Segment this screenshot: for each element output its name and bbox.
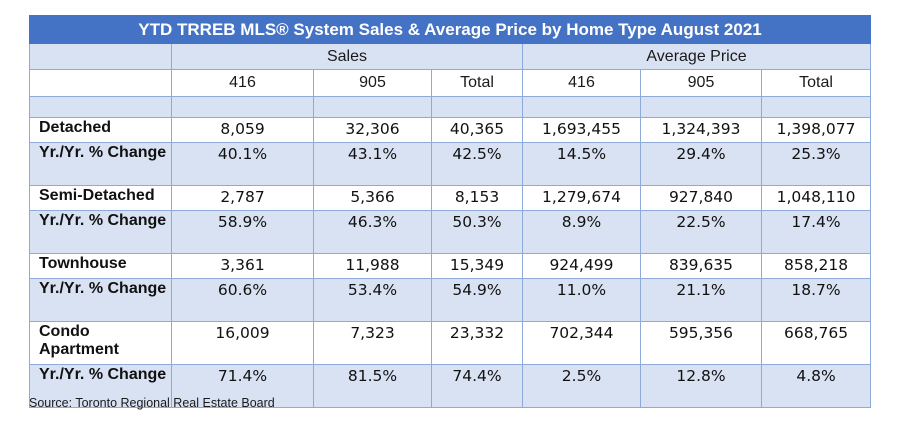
table-cell: 23,332 xyxy=(431,321,523,365)
table-cell: 4.8% xyxy=(760,364,872,408)
table-cell: 58.9% xyxy=(171,210,314,254)
table-cell: 17.4% xyxy=(760,210,872,254)
table-cell: 29.4% xyxy=(640,142,762,186)
table-title: YTD TRREB MLS® System Sales & Average Pr… xyxy=(28,15,872,44)
table-row: Detached 8,059 32,306 40,365 1,693,455 1,324,… xyxy=(29,117,872,143)
table-cell: 1,398,077 xyxy=(760,117,872,143)
spacer-cell xyxy=(760,96,872,118)
sales-price-table-container: YTD TRREB MLS® System Sales & Average Pr… xyxy=(28,15,872,408)
table-cell: 7,323 xyxy=(313,321,432,365)
table-cell: 924,499 xyxy=(522,253,641,279)
table-cell: 1,048,110 xyxy=(760,185,872,211)
table-cell: 11.0% xyxy=(522,278,641,322)
table-cell: 22.5% xyxy=(640,210,762,254)
table-cell: 25.3% xyxy=(760,142,872,186)
table-cell: 1,693,455 xyxy=(522,117,641,143)
spacer-cell xyxy=(640,96,762,118)
table-row: Yr./Yr. % Change 60.6% 53.4% 54.9% 11.0% 21.1… xyxy=(29,278,872,322)
table-cell: 595,356 xyxy=(640,321,762,365)
sales-price-table: YTD TRREB MLS® System Sales & Average Pr… xyxy=(28,15,872,408)
spacer-cell xyxy=(431,96,523,118)
row-label: Yr./Yr. % Change xyxy=(29,278,172,322)
group-header-average-price: Average Price xyxy=(521,43,872,70)
table-cell: 54.9% xyxy=(431,278,523,322)
row-label: Semi-Detached xyxy=(29,185,172,211)
table-row: Yr./Yr. % Change 40.1% 43.1% 42.5% 14.5% 29.4… xyxy=(29,142,872,186)
table-cell: 40.1% xyxy=(171,142,314,186)
table-row: Yr./Yr. % Change 58.9% 46.3% 50.3% 8.9% 22.5%… xyxy=(29,210,872,254)
table-cell: 927,840 xyxy=(640,185,762,211)
group-header-sales: Sales xyxy=(171,43,523,70)
table-cell: 43.1% xyxy=(313,142,432,186)
sub-header-blank xyxy=(29,69,172,97)
table-cell: 46.3% xyxy=(313,210,432,254)
spacer-cell xyxy=(313,96,432,118)
sub-header-price-416: 416 xyxy=(522,69,641,97)
table-cell: 12.8% xyxy=(640,364,762,408)
group-header-blank xyxy=(29,43,172,70)
spacer-cell xyxy=(29,96,172,118)
table-cell: 2,787 xyxy=(171,185,314,211)
table-body: Detached 8,059 32,306 40,365 1,693,455 1,324,… xyxy=(29,117,872,408)
table-row: Yr./Yr. % Change 71.4% 81.5% 74.4% 2.5% 12.8%… xyxy=(29,364,872,408)
table-cell: 81.5% xyxy=(313,364,432,408)
spacer-cell xyxy=(522,96,641,118)
table-cell: 5,366 xyxy=(313,185,432,211)
title-row: YTD TRREB MLS® System Sales & Average Pr… xyxy=(28,15,872,44)
table-cell: 11,988 xyxy=(313,253,432,279)
table-cell: 2.5% xyxy=(522,364,641,408)
row-label: Yr./Yr. % Change xyxy=(29,142,172,186)
table-cell: 15,349 xyxy=(431,253,523,279)
row-label: Detached xyxy=(29,117,172,143)
table-cell: 8,153 xyxy=(431,185,523,211)
row-label: Townhouse xyxy=(29,253,172,279)
sub-header-sales-total: Total xyxy=(431,69,523,97)
spacer-cell xyxy=(171,96,314,118)
row-label: Condo Apartment xyxy=(29,321,172,365)
sub-header-price-905: 905 xyxy=(640,69,762,97)
sub-header-sales-905: 905 xyxy=(313,69,432,97)
table-cell: 53.4% xyxy=(313,278,432,322)
table-cell: 8,059 xyxy=(171,117,314,143)
table-cell: 74.4% xyxy=(431,364,523,408)
table-cell: 3,361 xyxy=(171,253,314,279)
table-cell: 858,218 xyxy=(760,253,872,279)
table-cell: 21.1% xyxy=(640,278,762,322)
row-label: Yr./Yr. % Change xyxy=(29,364,172,408)
table-cell: 8.9% xyxy=(522,210,641,254)
table-cell: 1,279,674 xyxy=(522,185,641,211)
sub-header-row: 416 905 Total 416 905 Total xyxy=(29,69,872,97)
table-cell: 50.3% xyxy=(431,210,523,254)
table-cell: 16,009 xyxy=(171,321,314,365)
table-row: Townhouse 3,361 11,988 15,349 924,499 839,635… xyxy=(29,253,872,279)
group-header-row: Sales Average Price xyxy=(29,43,872,70)
source-note: Source: Toronto Regional Real Estate Boa… xyxy=(29,396,275,410)
row-label: Yr./Yr. % Change xyxy=(29,210,172,254)
table-cell: 42.5% xyxy=(431,142,523,186)
sub-header-price-total: Total xyxy=(760,69,872,97)
table-row: Semi-Detached 2,787 5,366 8,153 1,279,674 927… xyxy=(29,185,872,211)
table-cell: 1,324,393 xyxy=(640,117,762,143)
table-cell: 18.7% xyxy=(760,278,872,322)
table-cell: 702,344 xyxy=(522,321,641,365)
sub-header-sales-416: 416 xyxy=(171,69,314,97)
table-cell: 60.6% xyxy=(171,278,314,322)
table-cell: 40,365 xyxy=(431,117,523,143)
table-cell: 668,765 xyxy=(760,321,872,365)
table-cell: 32,306 xyxy=(313,117,432,143)
spacer-row xyxy=(29,96,872,118)
table-row: Condo Apartment 16,009 7,323 23,332 702,344 5… xyxy=(29,321,872,365)
table-cell: 14.5% xyxy=(522,142,641,186)
table-cell: 839,635 xyxy=(640,253,762,279)
